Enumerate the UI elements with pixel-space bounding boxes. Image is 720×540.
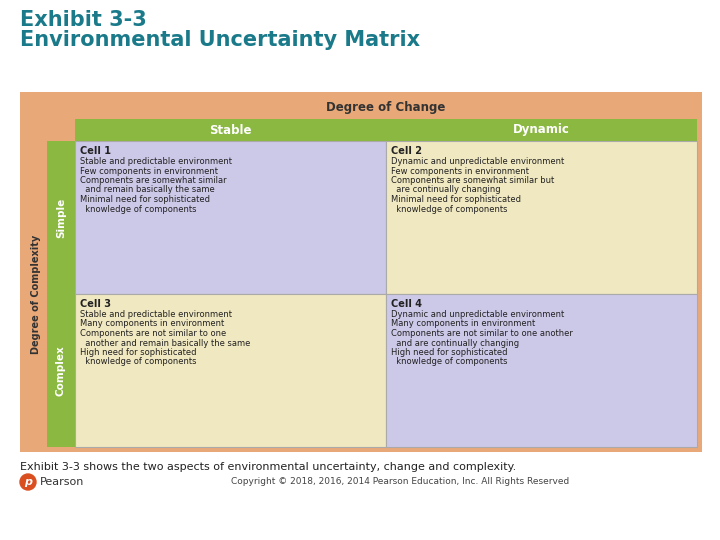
Text: Minimal need for sophisticated: Minimal need for sophisticated — [391, 195, 521, 204]
Text: Environmental Uncertainty Matrix: Environmental Uncertainty Matrix — [20, 30, 420, 50]
Bar — [75, 119, 386, 141]
Bar — [20, 92, 702, 452]
Text: Components are somewhat similar: Components are somewhat similar — [80, 176, 227, 185]
Bar — [386, 119, 697, 141]
Text: knowledge of components: knowledge of components — [391, 205, 508, 213]
Text: Few components in environment: Few components in environment — [391, 166, 529, 176]
Text: Pearson: Pearson — [40, 477, 84, 487]
Bar — [386, 141, 697, 294]
Text: High need for sophisticated: High need for sophisticated — [80, 348, 197, 357]
Text: another and remain basically the same: another and remain basically the same — [80, 339, 251, 348]
Text: Stable and predictable environment: Stable and predictable environment — [80, 157, 232, 166]
Circle shape — [20, 474, 36, 490]
Text: Degree of Change: Degree of Change — [326, 102, 446, 114]
Text: Cell 2: Cell 2 — [391, 146, 422, 156]
Bar — [47, 141, 75, 294]
Text: Dynamic and unpredictable environment: Dynamic and unpredictable environment — [391, 310, 564, 319]
Text: p: p — [24, 477, 32, 487]
Text: Exhibit 3-3 shows the two aspects of environmental uncertainty, change and compl: Exhibit 3-3 shows the two aspects of env… — [20, 462, 516, 472]
Text: knowledge of components: knowledge of components — [80, 205, 197, 213]
Text: knowledge of components: knowledge of components — [80, 357, 197, 367]
Text: Cell 1: Cell 1 — [80, 146, 111, 156]
Bar — [386, 294, 697, 447]
Bar — [75, 294, 386, 447]
Bar — [47, 294, 75, 447]
Bar — [25, 141, 47, 447]
Text: knowledge of components: knowledge of components — [391, 357, 508, 367]
Text: Complex: Complex — [56, 345, 66, 396]
Text: Many components in environment: Many components in environment — [80, 320, 224, 328]
Text: are continually changing: are continually changing — [391, 186, 500, 194]
Text: Minimal need for sophisticated: Minimal need for sophisticated — [80, 195, 210, 204]
Text: Simple: Simple — [56, 198, 66, 238]
Text: Many components in environment: Many components in environment — [391, 320, 535, 328]
Text: Cell 3: Cell 3 — [80, 299, 111, 309]
Bar — [75, 97, 697, 119]
Text: Exhibit 3-3: Exhibit 3-3 — [20, 10, 147, 30]
Text: Few components in environment: Few components in environment — [80, 166, 218, 176]
Text: Dynamic: Dynamic — [513, 124, 570, 137]
Text: Copyright © 2018, 2016, 2014 Pearson Education, Inc. All Rights Reserved: Copyright © 2018, 2016, 2014 Pearson Edu… — [231, 477, 569, 487]
Text: Dynamic and unpredictable environment: Dynamic and unpredictable environment — [391, 157, 564, 166]
Bar — [75, 141, 386, 294]
Text: Stable: Stable — [210, 124, 252, 137]
Text: and are continually changing: and are continually changing — [391, 339, 519, 348]
Text: Stable and predictable environment: Stable and predictable environment — [80, 310, 232, 319]
Text: Components are somewhat similar but: Components are somewhat similar but — [391, 176, 554, 185]
Text: and remain basically the same: and remain basically the same — [80, 186, 215, 194]
Text: Degree of Complexity: Degree of Complexity — [31, 234, 41, 354]
Text: High need for sophisticated: High need for sophisticated — [391, 348, 508, 357]
Text: Cell 4: Cell 4 — [391, 299, 422, 309]
Text: Components are not similar to one: Components are not similar to one — [80, 329, 226, 338]
Text: Components are not similar to one another: Components are not similar to one anothe… — [391, 329, 573, 338]
